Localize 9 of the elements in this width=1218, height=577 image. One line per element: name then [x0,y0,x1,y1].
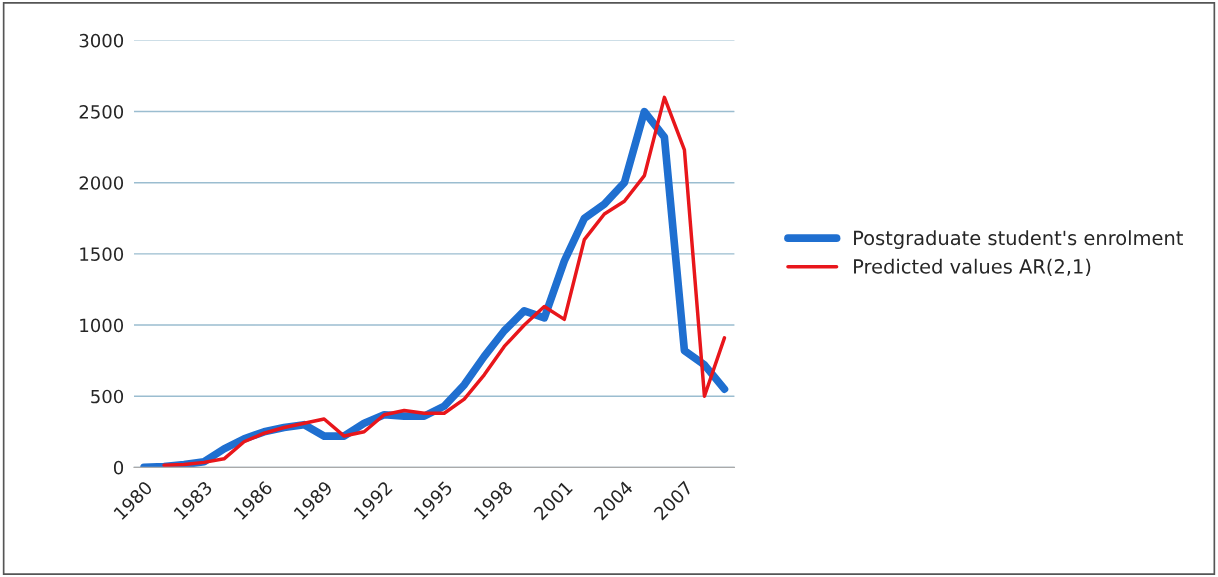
y-tick-label: 1500 [80,247,124,261]
y-tick-label: 2000 [79,176,124,190]
legend-label: Predicted values AR(2,1) [854,258,1091,277]
y-tick-label: 1000 [80,318,124,333]
y-tick-label: 3000 [79,33,124,48]
y-tick-label: 2500 [79,105,124,119]
y-tick-label: 0 [113,460,124,475]
legend-label: Postgraduate student's enrolment [854,230,1183,250]
y-tick-label: 500 [91,389,124,404]
